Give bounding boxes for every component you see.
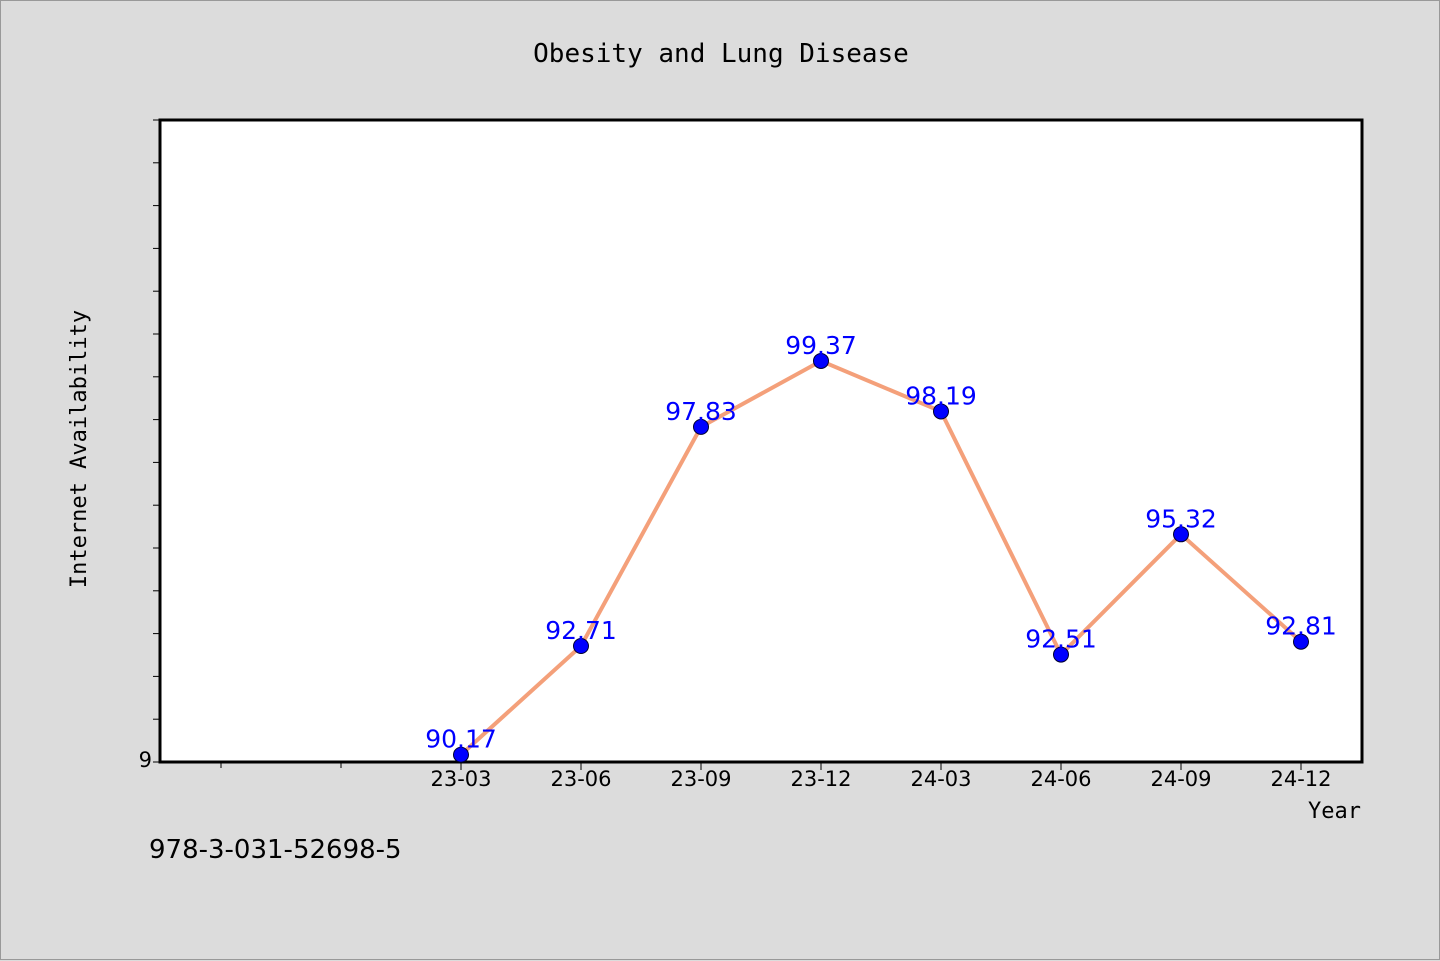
x-tick-label: 23-03 <box>430 767 491 791</box>
data-point <box>1053 646 1069 663</box>
x-axis-label: Year <box>1308 799 1361 824</box>
data-label: 99.37 <box>785 331 857 360</box>
data-point <box>1173 526 1189 543</box>
x-tick-label: 23-06 <box>550 767 611 791</box>
x-tick-label: 23-09 <box>670 767 731 791</box>
data-point <box>693 418 709 435</box>
data-label: 92.51 <box>1025 625 1097 654</box>
data-label: 98.19 <box>905 381 977 410</box>
plot-area <box>158 118 1364 764</box>
chart-title: Obesity and Lung Disease <box>533 39 909 69</box>
y-axis-label: Internet Availability <box>67 310 92 588</box>
data-label: 97.83 <box>665 397 737 426</box>
footnote-isbn: 978-3-031-52698-5 <box>149 835 402 865</box>
data-point <box>453 746 469 763</box>
data-labels: 90.17 92.71 97.83 99.37 98.19 92.51 95.32 92.81 <box>425 331 1337 754</box>
series-line <box>459 358 1303 757</box>
y-tick-label: 9 <box>139 748 152 772</box>
y-axis-ticks: 9 <box>139 119 160 772</box>
x-tick-label: 24-12 <box>1270 767 1331 791</box>
x-tick-label: 24-06 <box>1030 767 1091 791</box>
data-point <box>1293 633 1309 650</box>
series-layer <box>453 352 1309 763</box>
x-tick-label: 24-09 <box>1150 767 1211 791</box>
data-label: 95.32 <box>1145 504 1217 533</box>
x-tick-label: 23-12 <box>790 767 851 791</box>
data-label: 90.17 <box>425 725 497 754</box>
data-point <box>813 352 829 369</box>
data-point <box>933 403 949 420</box>
x-axis-ticks: 23-03 23-06 23-09 23-12 24-03 24-06 24-09 24-12 <box>220 762 1332 791</box>
data-point <box>573 638 589 655</box>
data-label: 92.81 <box>1265 612 1337 641</box>
data-label: 92.71 <box>545 616 617 645</box>
x-tick-label: 24-03 <box>910 767 971 791</box>
